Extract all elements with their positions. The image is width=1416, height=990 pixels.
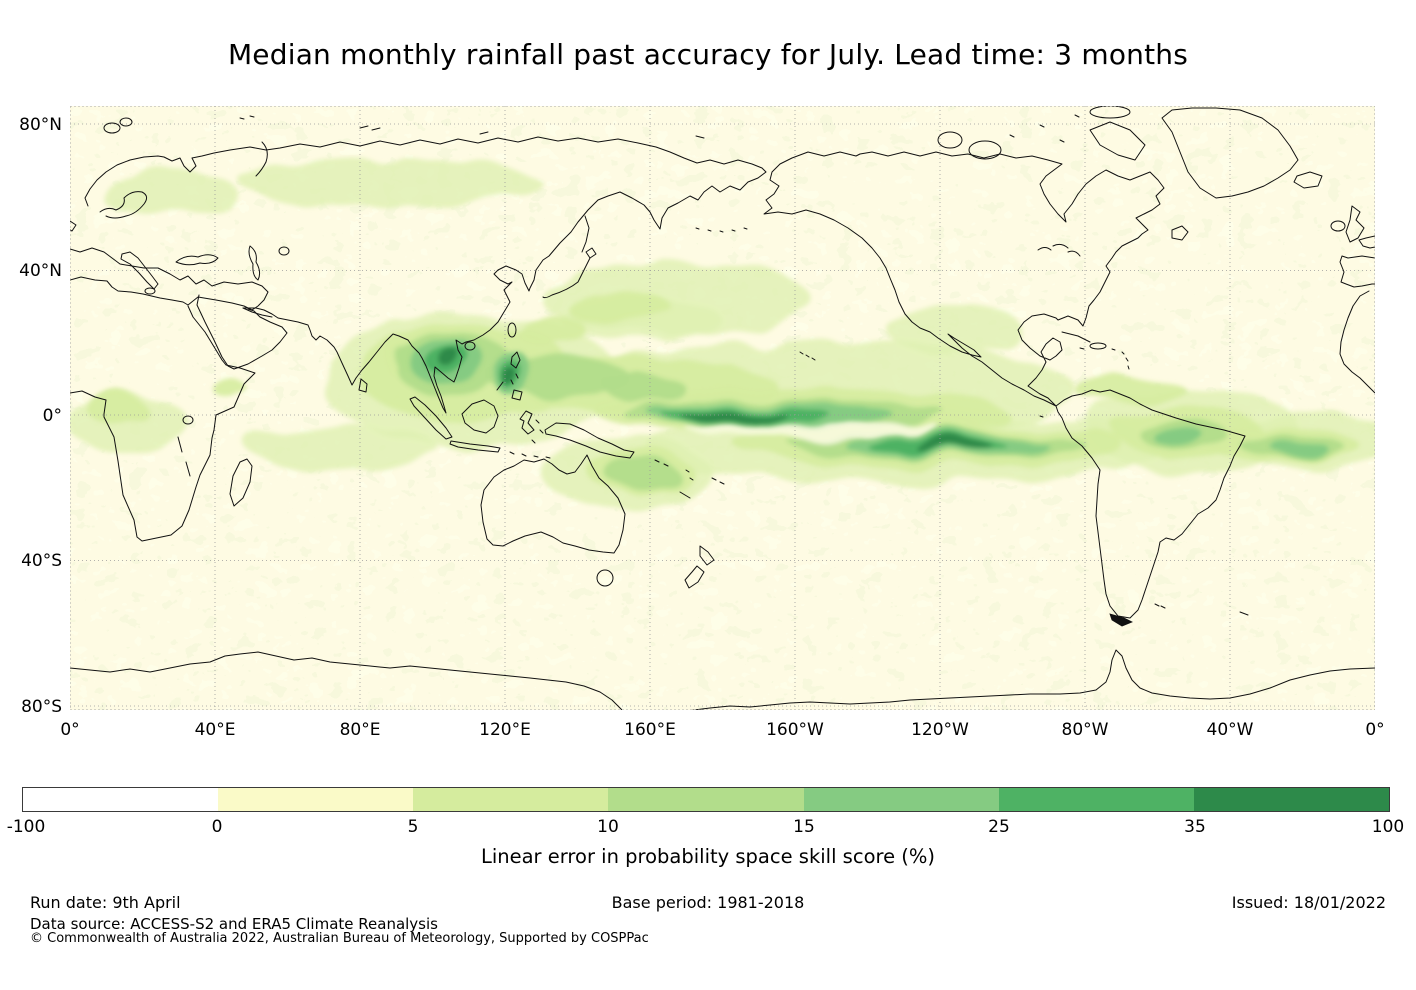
lon-tick-160w: 160°W bbox=[766, 720, 824, 740]
lat-tick-80s: 80°S bbox=[21, 697, 62, 717]
colorbar-segment-5 bbox=[803, 788, 999, 811]
lon-tick-0e: 0° bbox=[60, 720, 80, 740]
lon-tick-160e: 160°E bbox=[624, 720, 676, 740]
lon-tick-120e: 120°E bbox=[479, 720, 531, 740]
colorbar-tick-35: 35 bbox=[1184, 817, 1206, 837]
lon-tick-120w: 120°W bbox=[911, 720, 969, 740]
colorbar-tick--100: -100 bbox=[6, 817, 46, 837]
lat-tick-80n: 80°N bbox=[19, 115, 62, 135]
colorbar-segment-7 bbox=[1193, 788, 1389, 811]
issued-text: Issued: 18/01/2022 bbox=[1231, 893, 1386, 912]
colorbar-tick-0: 0 bbox=[211, 817, 223, 837]
colorbar-tick-10: 10 bbox=[597, 817, 619, 837]
data-source-text: Data source: ACCESS-S2 and ERA5 Climate … bbox=[30, 915, 438, 933]
colorbar-segment-6 bbox=[998, 788, 1194, 811]
coastlines bbox=[70, 106, 1375, 710]
colorbar-tick-25: 25 bbox=[988, 817, 1010, 837]
lon-tick-40e: 40°E bbox=[194, 720, 236, 740]
lat-tick-40n: 40°N bbox=[19, 261, 62, 281]
lon-tick-80w: 80°W bbox=[1061, 720, 1109, 740]
lat-tick-40s: 40°S bbox=[21, 551, 62, 571]
colorbar-segment-4 bbox=[608, 788, 804, 811]
colorbar-tick-15: 15 bbox=[793, 817, 815, 837]
colorbar-segment-2 bbox=[218, 788, 414, 811]
colorbar-segment-1 bbox=[23, 788, 219, 811]
run-date-text: Run date: 9th April bbox=[30, 893, 181, 912]
colorbar bbox=[22, 787, 1390, 812]
skill-shading-dark bbox=[407, 340, 1328, 455]
lon-tick-40w: 40°W bbox=[1206, 720, 1254, 740]
copyright-text: © Commonwealth of Australia 2022, Austra… bbox=[30, 931, 649, 946]
colorbar-tick-5: 5 bbox=[407, 817, 419, 837]
colorbar-tick-100: 100 bbox=[1371, 817, 1405, 837]
lon-tick-0w: 0° bbox=[1365, 720, 1385, 740]
colorbar-segment-3 bbox=[413, 788, 609, 811]
map-raster bbox=[70, 106, 1375, 710]
colorbar-caption: Linear error in probability space skill … bbox=[480, 845, 936, 868]
base-period-text: Base period: 1981-2018 bbox=[611, 893, 805, 912]
lat-tick-0: 0° bbox=[42, 406, 62, 426]
graticule bbox=[70, 106, 1375, 710]
lon-tick-80e: 80°E bbox=[339, 720, 381, 740]
page-title: Median monthly rainfall past accuracy fo… bbox=[227, 38, 1189, 71]
world-map bbox=[70, 106, 1375, 710]
